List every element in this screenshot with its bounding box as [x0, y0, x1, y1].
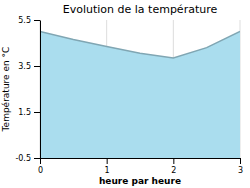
tick: 5.5: [18, 16, 40, 25]
marks: [40, 32, 240, 159]
axis-line: [40, 21, 41, 159]
tick-mark: [240, 158, 241, 164]
x-axis-title: heure par heure: [99, 176, 181, 186]
tick-label: 1.5: [18, 108, 31, 117]
tick-label: 2: [171, 166, 176, 175]
tick-label: -0.5: [15, 154, 31, 163]
tick-mark: [34, 66, 40, 67]
tick-label: 3: [238, 166, 243, 175]
tick-label: 0: [38, 166, 43, 175]
tick-mark: [34, 112, 40, 113]
title: Evolution de la température: [63, 3, 218, 16]
grid-line: [40, 20, 41, 158]
tick: 0: [38, 158, 43, 175]
axis-line: [41, 158, 241, 159]
tick: 3: [238, 158, 243, 175]
tick: 1: [105, 158, 110, 175]
tick-label: 5.5: [18, 16, 31, 25]
tick-label: 3.5: [18, 62, 31, 71]
line: [40, 32, 240, 58]
tick: -0.5: [15, 154, 40, 163]
tick-mark: [34, 20, 40, 21]
tick-mark: [34, 158, 40, 159]
grid: [40, 20, 240, 158]
tick: 1.5: [18, 108, 40, 117]
tick-mark: [40, 158, 41, 164]
area: [40, 32, 240, 159]
tick-mark: [173, 158, 174, 164]
tick-mark: [107, 158, 108, 164]
x-axis: 0 1 2 3: [38, 158, 243, 175]
y-axis-title: Température en °C: [1, 47, 11, 133]
chart: 0 1 2 3 -0.5 1.5 3.5 5.5 Evolution de la tempéra…: [0, 0, 250, 188]
tick: 2: [171, 158, 176, 175]
tick-label: 1: [105, 166, 110, 175]
plot: 0 1 2 3 -0.5 1.5 3.5 5.5: [15, 16, 243, 175]
y-axis: -0.5 1.5 3.5 5.5: [15, 16, 40, 163]
tick: 3.5: [18, 62, 40, 71]
